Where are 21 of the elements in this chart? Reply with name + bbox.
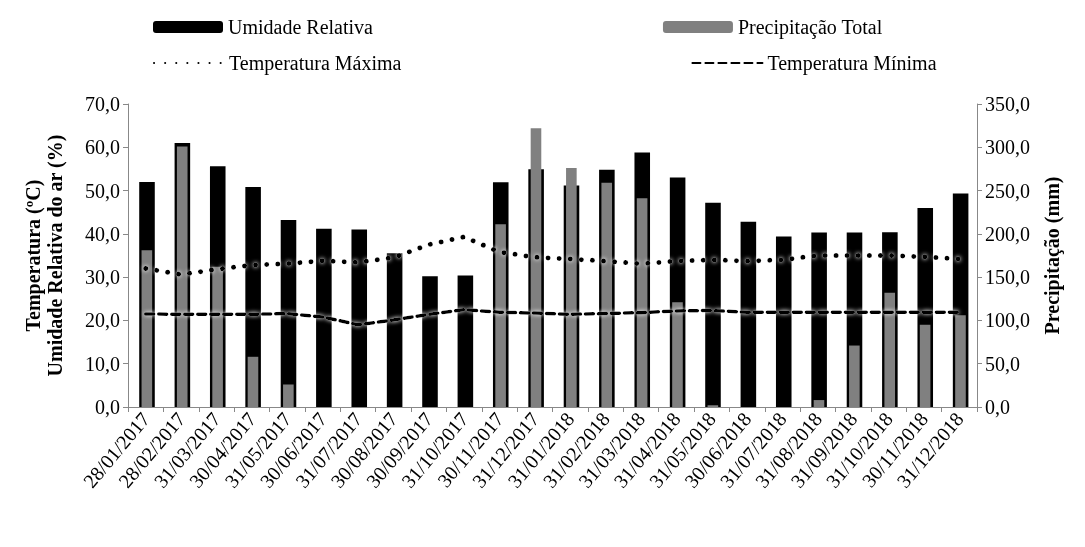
y-tick-label: 10,0 [85,352,120,375]
y-tick-label: 50,0 [85,179,120,202]
y-tick-label: 40,0 [85,222,120,245]
y2-axis-title: Precipitação (mm) [1040,176,1064,335]
y2-tick-label: 0,0 [985,396,1010,418]
y-tick-label: 70,0 [85,93,120,115]
y-axis-title: Temperatura (ºC) Umidade Relativa do ar (%) [22,134,67,377]
y2-tick-label: 300,0 [985,136,1030,159]
legend-label: Umidade Relativa [228,16,374,38]
y-tick-label: 20,0 [85,309,120,332]
legend-label: Temperatura Máxima [229,52,402,75]
y-tick-label: 30,0 [85,266,120,289]
legend-label: Temperatura Mínima [767,52,937,75]
y2-tick-label: 150,0 [985,266,1030,289]
y2-tick-label: 350,0 [985,93,1030,115]
y2-tick-label: 50,0 [985,352,1020,375]
legend-label: Precipitação Total [737,16,883,39]
y2-tick-label: 100,0 [985,309,1030,332]
y-tick-label: 60,0 [85,136,120,159]
y2-tick-label: 250,0 [985,179,1030,202]
y2-tick-label: 200,0 [985,222,1030,245]
